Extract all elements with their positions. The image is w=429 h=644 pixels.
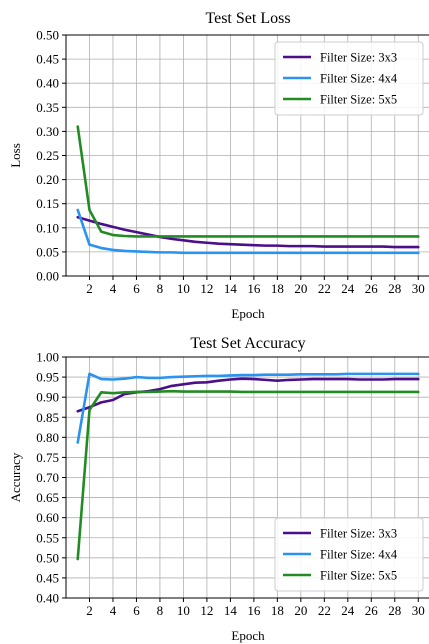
loss-chart-xlabel: Epoch: [231, 306, 265, 321]
loss-chart-title: Test Set Loss: [205, 10, 290, 27]
legend-label: Filter Size: 3x3: [320, 51, 397, 65]
y-tick-label: 0.60: [36, 510, 59, 525]
y-tick-label: 0.00: [36, 269, 59, 284]
legend-label: Filter Size: 3x3: [320, 527, 397, 541]
x-tick-label: 6: [133, 603, 140, 618]
y-tick-label: 0.25: [36, 148, 59, 163]
x-tick-label: 18: [271, 281, 284, 296]
y-tick-label: 0.35: [36, 100, 59, 115]
y-tick-label: 0.05: [36, 244, 59, 259]
x-tick-label: 16: [247, 281, 261, 296]
series-line: [76, 215, 420, 249]
y-tick-label: 0.40: [36, 76, 59, 91]
loss-chart-legend: Filter Size: 3x3 Filter Size: 4x4 Filter S…: [274, 41, 424, 116]
x-tick-label: 20: [294, 281, 307, 296]
loss-chart-ylabel: Loss: [8, 143, 23, 168]
accuracy-chart: Test Set Accuracy 2 4 6 8 10 12 14 16 18 20 22 24 26…: [8, 335, 429, 643]
x-tick-label: 30: [412, 603, 425, 618]
y-tick-label: 0.85: [36, 410, 59, 425]
legend-label: Filter Size: 4x4: [320, 548, 398, 562]
y-tick-label: 0.40: [36, 591, 59, 606]
series-line: [76, 372, 420, 444]
y-tick-label: 0.65: [36, 490, 59, 505]
y-tick-label: 0.95: [36, 370, 59, 385]
x-tick-label: 26: [365, 281, 379, 296]
y-tick-label: 0.70: [36, 470, 59, 485]
y-tick-label: 0.50: [36, 550, 59, 565]
legend-box: [274, 41, 424, 116]
x-tick-label: 8: [157, 281, 164, 296]
x-tick-label: 30: [412, 281, 425, 296]
y-tick-label: 0.90: [36, 390, 59, 405]
y-tick-label: 0.45: [36, 570, 59, 585]
y-tick-label: 0.75: [36, 450, 59, 465]
legend-label: Filter Size: 5x5: [320, 569, 397, 583]
x-tick-label: 12: [200, 603, 213, 618]
y-tick-label: 0.20: [36, 172, 59, 187]
x-tick-label: 2: [86, 281, 93, 296]
x-tick-label: 8: [157, 603, 164, 618]
x-tick-label: 22: [318, 281, 331, 296]
x-tick-label: 28: [388, 603, 401, 618]
x-tick-label: 24: [341, 603, 355, 618]
series-line: [76, 125, 420, 238]
legend-label: Filter Size: 5x5: [320, 93, 397, 107]
x-tick-label: 4: [110, 603, 117, 618]
accuracy-chart-xlabel: Epoch: [231, 628, 265, 643]
y-tick-label: 0.80: [36, 430, 59, 445]
x-tick-label: 4: [110, 281, 117, 296]
y-tick-label: 0.55: [36, 530, 59, 545]
x-tick-label: 22: [318, 603, 331, 618]
x-tick-label: 28: [388, 281, 401, 296]
legend-box: [274, 517, 424, 592]
x-tick-label: 24: [341, 281, 355, 296]
x-tick-label: 2: [86, 603, 93, 618]
x-tick-label: 18: [271, 603, 284, 618]
accuracy-chart-title: Test Set Accuracy: [190, 335, 305, 352]
x-tick-label: 12: [200, 281, 213, 296]
x-tick-label: 16: [247, 603, 261, 618]
accuracy-chart-ticks: 2 4 6 8 10 12 14 16 18 20 22 24 26 28 300.400.450.500.…: [36, 350, 425, 619]
y-tick-label: 1.00: [36, 350, 59, 365]
series-line: [76, 208, 420, 255]
x-tick-label: 10: [177, 281, 190, 296]
accuracy-chart-series: [76, 372, 420, 561]
x-tick-label: 26: [365, 603, 379, 618]
x-tick-label: 10: [177, 603, 190, 618]
accuracy-chart-legend: Filter Size: 3x3 Filter Size: 4x4 Filter S…: [274, 517, 424, 592]
legend-label: Filter Size: 4x4: [320, 72, 398, 86]
y-tick-label: 0.50: [36, 28, 59, 43]
y-tick-label: 0.10: [36, 220, 59, 235]
x-tick-label: 20: [294, 603, 307, 618]
x-tick-label: 14: [224, 603, 238, 618]
y-tick-label: 0.30: [36, 124, 59, 139]
loss-chart-series: [76, 125, 420, 255]
series-line: [76, 389, 420, 561]
y-tick-label: 0.45: [36, 52, 59, 67]
x-tick-label: 6: [133, 281, 140, 296]
y-tick-label: 0.15: [36, 196, 59, 211]
x-tick-label: 14: [224, 281, 238, 296]
loss-chart-ticks: 2 4 6 8 10 12 14 16 18 20 22 24 26 28 300.000.050.100.…: [36, 28, 425, 297]
loss-chart: Test Set Loss 2 4 6 8 10 12 14 16 18 20 22 24 26 28 30…: [8, 10, 429, 321]
accuracy-chart-ylabel: Accuracy: [8, 452, 23, 502]
